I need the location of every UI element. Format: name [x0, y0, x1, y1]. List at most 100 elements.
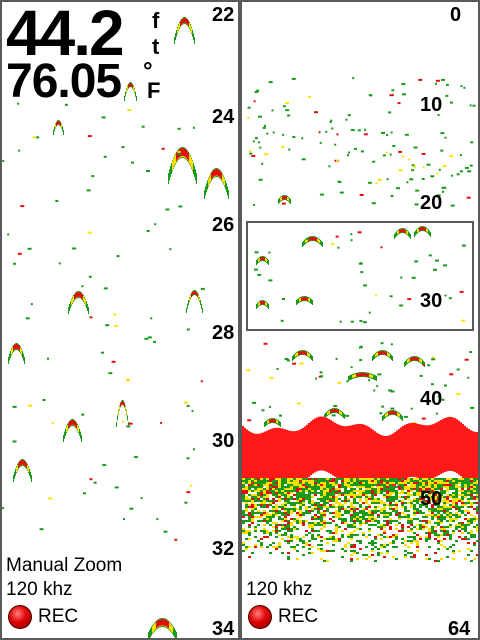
fish-arch-pixel [193, 33, 194, 41]
bottom-clutter-pixel [425, 500, 428, 502]
bottom-clutter-pixel [386, 496, 389, 498]
noise-pixel [461, 244, 466, 247]
noise-pixel [469, 164, 473, 167]
full-range-sonar-pane[interactable]: 0 10 20 30 40 50 64 120 khz REC [242, 2, 478, 638]
fish-arch-pixel [76, 292, 77, 298]
fish-arch-pixel [343, 412, 344, 418]
bottom-return-pixel [354, 424, 356, 479]
bottom-clutter-pixel [425, 532, 428, 534]
fish-arch-pixel [22, 350, 23, 358]
bottom-clutter-pixel [269, 504, 272, 506]
bottom-clutter-pixel [410, 502, 413, 504]
fish-arch-pixel [311, 299, 312, 305]
bottom-clutter-pixel [365, 520, 368, 522]
bottom-clutter-pixel [329, 488, 332, 490]
bottom-clutter-pixel [302, 522, 305, 524]
bottom-clutter-pixel [467, 500, 470, 502]
bottom-clutter-pixel [278, 492, 281, 494]
noise-pixel [403, 415, 408, 418]
right-rec-indicator[interactable]: REC [248, 605, 318, 629]
bottom-clutter-pixel [314, 508, 317, 510]
bottom-clutter-pixel [257, 494, 260, 496]
fish-arch-pixel [340, 411, 341, 415]
zoom-range-box[interactable] [246, 221, 474, 331]
bottom-clutter-pixel [404, 478, 407, 480]
bottom-clutter-pixel [410, 520, 413, 522]
bottom-clutter-pixel [296, 488, 299, 490]
bottom-clutter-pixel [320, 484, 323, 486]
bottom-clutter-pixel [449, 520, 452, 522]
fish-arch-pixel [67, 424, 68, 430]
bottom-clutter-pixel [350, 488, 353, 490]
bottom-clutter-pixel [389, 486, 392, 488]
bottom-clutter-pixel [317, 506, 320, 508]
noise-pixel [463, 86, 466, 89]
bottom-clutter-pixel [377, 510, 380, 512]
fish-arch-pixel [261, 301, 262, 305]
bottom-clutter-pixel [341, 478, 344, 480]
noise-pixel [363, 284, 367, 287]
bottom-return-pixel [338, 424, 340, 479]
bottom-clutter-pixel [317, 480, 320, 482]
noise-pixel [161, 147, 165, 150]
fish-arch-pixel [302, 297, 303, 301]
bottom-clutter-pixel [353, 508, 356, 510]
left-rec-indicator[interactable]: REC [8, 605, 78, 629]
bottom-clutter-pixel [278, 516, 281, 518]
bottom-clutter-pixel [398, 500, 401, 502]
bottom-clutter-pixel [395, 546, 398, 548]
bottom-clutter-pixel [473, 486, 476, 488]
bottom-clutter-pixel [302, 480, 305, 482]
noise-pixel [443, 264, 447, 267]
bottom-clutter-pixel [464, 524, 467, 526]
bottom-return-pixel [260, 433, 262, 488]
fish-arch-pixel [301, 351, 302, 355]
bottom-clutter-pixel [458, 490, 461, 492]
bottom-clutter-pixel [443, 486, 446, 488]
bottom-clutter-pixel [293, 494, 296, 496]
bottom-clutter-pixel [341, 492, 344, 494]
bottom-clutter-pixel [356, 486, 359, 488]
fish-arch-pixel [410, 234, 411, 239]
bottom-clutter-pixel [422, 528, 425, 530]
bottom-clutter-pixel [317, 548, 320, 550]
bottom-clutter-pixel [353, 478, 356, 480]
bottom-clutter-pixel [347, 524, 350, 526]
bottom-clutter-pixel [278, 510, 281, 512]
fish-arch-pixel [61, 124, 62, 128]
bottom-clutter-pixel [350, 520, 353, 522]
bottom-clutter-pixel [269, 534, 272, 536]
bottom-clutter-pixel [278, 478, 281, 480]
bottom-clutter-pixel [272, 490, 275, 492]
bottom-clutter-pixel [326, 502, 329, 504]
bottom-clutter-pixel [347, 480, 350, 482]
fish-arch-pixel [86, 301, 87, 309]
fish-arch-pixel [68, 307, 69, 314]
bottom-clutter-pixel [299, 494, 302, 496]
bottom-clutter-pixel [377, 478, 380, 480]
bottom-clutter-pixel [365, 494, 368, 496]
bottom-clutter-pixel [347, 490, 350, 492]
bottom-clutter-pixel [377, 552, 380, 554]
fish-arch-pixel [361, 373, 362, 377]
bottom-clutter-pixel [257, 484, 260, 486]
bottom-clutter-pixel [383, 504, 386, 506]
bottom-clutter-pixel [299, 502, 302, 504]
bottom-clutter-pixel [473, 542, 476, 544]
bottom-clutter-pixel [299, 498, 302, 500]
noise-pixel [266, 132, 269, 135]
bottom-clutter-pixel [320, 482, 323, 484]
bottom-clutter-pixel [446, 488, 449, 490]
fish-arch-pixel [424, 227, 425, 231]
bottom-clutter-pixel [434, 490, 437, 492]
bottom-clutter-pixel [248, 506, 251, 508]
bottom-clutter-pixel [443, 502, 446, 504]
bottom-clutter-pixel [275, 514, 278, 516]
bottom-clutter-pixel [434, 522, 437, 524]
fish-arch-pixel [54, 126, 55, 132]
zoomed-sonar-pane[interactable]: 44.2 f t 76.05 ° F 22 24 26 28 30 32 34 … [2, 2, 238, 638]
bottom-clutter-pixel [314, 486, 317, 488]
bottom-clutter-pixel [425, 490, 428, 492]
bottom-clutter-pixel [419, 488, 422, 490]
bottom-return-pixel [458, 420, 460, 475]
